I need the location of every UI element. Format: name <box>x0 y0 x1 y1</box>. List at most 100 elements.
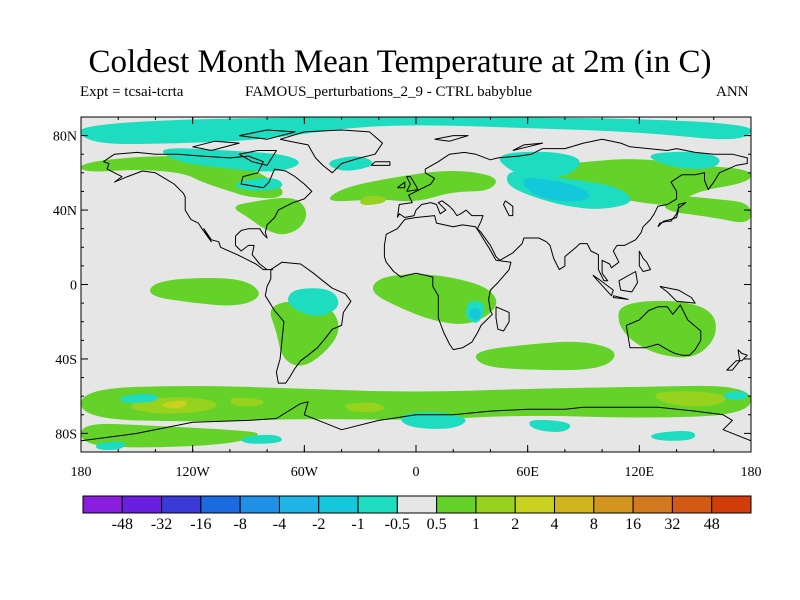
field-region-18 <box>162 400 187 409</box>
field-region-4 <box>527 159 751 205</box>
colorbar-swatch <box>554 495 595 514</box>
coastline-11 <box>397 181 406 189</box>
field-region-35 <box>523 178 590 202</box>
field-region-22 <box>235 177 283 191</box>
coastline-19 <box>238 150 277 166</box>
field-region-10 <box>618 300 716 358</box>
lon-tick-label: 0 <box>413 465 420 480</box>
coastline-13 <box>592 274 614 297</box>
colorbar-label: -32 <box>151 516 172 533</box>
field-region-3 <box>329 170 496 202</box>
field-region-21 <box>329 156 373 171</box>
field-region-6 <box>150 278 259 306</box>
field-region-9 <box>475 341 615 371</box>
colorbar-swatch <box>239 495 280 514</box>
colorbar-swatch <box>278 495 320 514</box>
lon-tick-label: 60E <box>516 465 539 480</box>
field-region-2 <box>235 197 307 235</box>
coastline-18 <box>726 349 748 371</box>
coastline-1 <box>103 151 313 271</box>
field-region-25 <box>650 151 720 170</box>
coastline-10 <box>406 176 419 192</box>
field-region-31 <box>651 431 696 441</box>
colorbar-label: 1 <box>472 516 480 533</box>
lon-tick-label: 180 <box>71 465 92 480</box>
season-label: ANN <box>716 84 749 100</box>
field-region-7 <box>372 274 497 324</box>
lat-tick-label: 80N <box>53 130 77 145</box>
field-region-30 <box>241 434 282 444</box>
coastlines <box>81 129 751 442</box>
field-region-14 <box>229 397 264 407</box>
lon-tick-label: 60W <box>291 465 319 480</box>
field-region-16 <box>655 391 727 407</box>
coastline-5 <box>383 215 512 351</box>
colorbar-label: -8 <box>234 516 247 533</box>
colorbar-swatch <box>161 495 202 514</box>
coastline-20 <box>192 140 240 151</box>
colorbar-label: -4 <box>273 516 286 533</box>
field-region-11 <box>81 385 751 422</box>
coastline-22 <box>434 135 469 142</box>
field-region-8 <box>270 301 339 366</box>
colorbar-swatch <box>632 495 673 514</box>
lat-tick-label: 40S <box>55 353 77 368</box>
field-region-33 <box>119 393 158 403</box>
colorbar-label: -16 <box>190 516 211 533</box>
colorbar-label: -1 <box>351 516 364 533</box>
chart-title: Coldest Month Mean Temperature at 2m (in… <box>88 44 712 80</box>
colorbar-swatch <box>121 495 163 514</box>
lon-tick-label: 120W <box>176 465 211 480</box>
field-region-26 <box>288 288 339 316</box>
colorbar-label: -2 <box>312 516 325 533</box>
colorbar-swatch <box>514 495 556 514</box>
colorbar-label: 2 <box>511 516 519 533</box>
experiment-label: Expt = tcsai-tcrta <box>80 84 184 100</box>
coastline-6 <box>495 306 510 332</box>
colorbar-swatch <box>200 495 241 514</box>
coastline-9 <box>657 202 687 228</box>
field-region-5 <box>664 196 751 223</box>
colorbar-swatch <box>593 495 634 514</box>
lon-tick-label: 180 <box>741 465 762 480</box>
coastline-4 <box>396 138 748 282</box>
colorbar-swatch <box>357 495 398 514</box>
coastline-12 <box>370 161 391 166</box>
colorbar-label: 32 <box>664 516 680 533</box>
lon-tick-label: 120E <box>625 465 655 480</box>
colorbar: -48 -32 -16 -8 -4 -2 -1 -0.5 0.5 1 2 4 8 16 32 48 <box>82 495 752 533</box>
coastline-17 <box>638 250 651 272</box>
colorbar-swatch <box>318 495 359 514</box>
colorbar-swatch <box>82 495 123 514</box>
field-region-34 <box>723 391 748 400</box>
colorbar-swatch <box>711 495 752 514</box>
coastline-15 <box>618 271 638 293</box>
coastline-2 <box>279 129 383 174</box>
colorbar-label: 4 <box>551 516 559 533</box>
field-region-36 <box>469 308 482 320</box>
colorbar-label: 0.5 <box>427 516 447 533</box>
lat-tick-label: 40N <box>53 204 77 219</box>
coastline-7 <box>625 304 702 356</box>
colorbar-swatch <box>396 495 438 514</box>
colorbar-swatch <box>671 495 713 514</box>
colorbar-label: 48 <box>704 516 720 533</box>
field-region-15 <box>345 402 385 413</box>
temperature-field <box>81 117 751 451</box>
lat-tick-label: 0 <box>70 279 77 294</box>
coastline-21 <box>239 129 296 140</box>
coastline-8 <box>81 401 751 442</box>
colorbar-label: 8 <box>590 516 598 533</box>
coastline-24 <box>503 200 514 217</box>
field-region-29 <box>529 419 571 432</box>
field-region-32 <box>95 441 126 451</box>
coastline-3 <box>264 261 352 384</box>
map-axes: 80N 40N 0 40S 80S 180 120W 60W 0 60E 120E 180 <box>53 116 762 480</box>
colorbar-swatch <box>436 495 477 514</box>
colorbar-label: 16 <box>625 516 641 533</box>
coastline-23 <box>512 142 544 151</box>
field-region-17 <box>360 195 386 206</box>
field-region-12 <box>81 423 258 448</box>
lat-tick-label: 80S <box>55 427 77 442</box>
